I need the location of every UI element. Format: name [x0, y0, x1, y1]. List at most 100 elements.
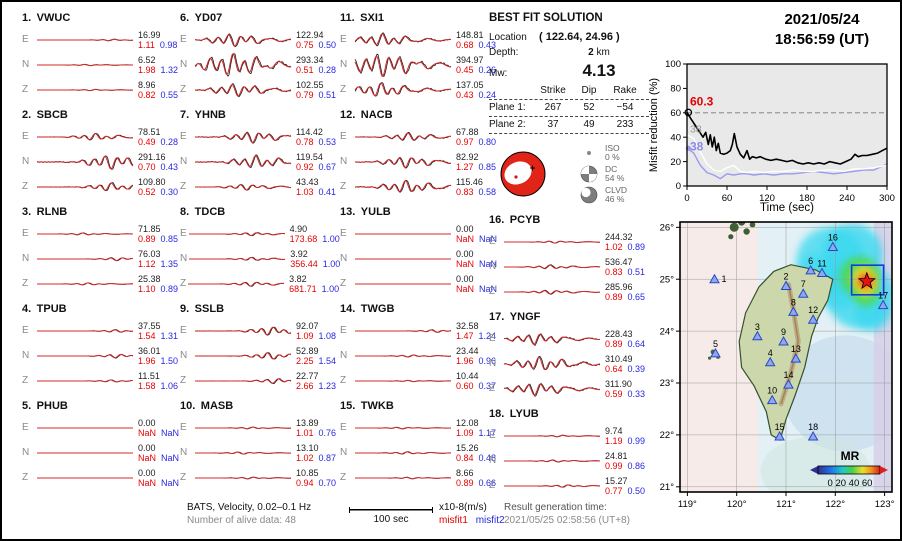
- svg-text:119°: 119°: [678, 499, 697, 510]
- waveform-row: E 114.42 0.78 0.53: [180, 124, 338, 149]
- amplitude-value: 0.00: [456, 273, 474, 284]
- station-title: 10. MASB: [180, 400, 234, 412]
- amplitude-value: 10.85: [296, 467, 319, 478]
- waveform-trace: [36, 328, 134, 333]
- channel-label: Z: [489, 286, 496, 297]
- svg-text:240: 240: [839, 193, 855, 204]
- station-marker-label: 15: [775, 422, 785, 432]
- waveform-row: Z 10.44 0.60 0.37: [340, 368, 498, 393]
- misfit-values: 173.68 1.00: [290, 234, 340, 244]
- waveform-values: 43.43 1.03 0.41: [296, 177, 336, 197]
- station-column-2: 6. YD07 E 122.94 0.75 0.50 N 293.34 0.51 0.28 Z 10…: [180, 10, 340, 495]
- station-marker: [805, 264, 816, 275]
- misfit2-value: 0.30: [160, 186, 179, 197]
- amplitude-value: 10.44: [456, 370, 479, 381]
- channel-label: Z: [180, 375, 187, 386]
- misfit-values: 0.89 0.85: [138, 234, 178, 244]
- waveform-values: 4.90 173.68 1.00: [290, 224, 340, 244]
- event-date: 2021/05/24: [784, 11, 860, 28]
- station-marker-label: 3: [755, 322, 760, 332]
- waveform-row: Z 102.55 0.79 0.51: [180, 77, 338, 102]
- misfit2-value: 0.80: [478, 136, 497, 147]
- misfit-values: 1.11 0.98: [138, 40, 177, 50]
- amplitude-value: 3.82: [289, 273, 307, 284]
- station-title: 9. SSLB: [180, 303, 225, 315]
- misfit1-value: 1.47: [456, 330, 474, 341]
- waveform-trace: [36, 256, 134, 261]
- amplitude-value: 228.43: [605, 328, 633, 339]
- amplitude-value: 122.94: [296, 29, 324, 40]
- waveform-values: 394.97 0.45 0.26: [456, 55, 496, 75]
- waveform-trace: [354, 156, 452, 169]
- waveform-values: 67.88 0.97 0.80: [456, 127, 496, 147]
- station-block: 6. YD07 E 122.94 0.75 0.50 N 293.34 0.51 0.28 Z 10…: [180, 10, 338, 107]
- amplitude-value: 291.16: [138, 151, 166, 162]
- misfit2-value: 0.48: [478, 452, 497, 463]
- amplitude-value: 244.32: [605, 231, 633, 242]
- waveform-row: E 122.94 0.75 0.50: [180, 27, 338, 52]
- misfit1-value: 0.43: [456, 89, 474, 100]
- epicenter-box: [850, 264, 885, 296]
- misfit-values: 0.75 0.50: [296, 40, 336, 50]
- station-title: 17. YNGF: [489, 311, 541, 323]
- misfit-values: 0.78 0.53: [296, 137, 336, 147]
- waveform-row: Z 3.82 681.71 1.00: [180, 271, 339, 296]
- misfit2-value: 0.65: [627, 291, 646, 302]
- waveform-trace: [37, 181, 134, 191]
- iso-icon: [587, 150, 591, 155]
- waveform-trace: [503, 458, 601, 463]
- misfit2-value: 0.86: [627, 460, 646, 471]
- station-block: 4. TPUB E 37.55 1.54 1.31 N 36.01 1.96 1.50 Z 11.5…: [22, 301, 180, 398]
- waveform-row: N 36.01 1.96 1.50: [22, 343, 180, 368]
- scalebar-line: [349, 507, 433, 513]
- misfit1-legend: misfit1: [439, 515, 468, 526]
- waveform-values: 32.58 1.47 1.24: [456, 321, 496, 341]
- misfit-values: 0.52 0.30: [138, 187, 178, 197]
- footer-result-time: Result generation time: 2021/05/25 02:58…: [504, 501, 630, 527]
- station-block: 17. YNGF E 228.43 0.89 0.64 N 310.49 0.64 0.39 Z 3…: [489, 309, 647, 406]
- misfit1-value: NaN: [456, 233, 475, 244]
- waveform-values: 92.07 1.09 1.08: [296, 321, 336, 341]
- misfit2-value: 0.87: [318, 452, 337, 463]
- misfit2-value: 1.31: [160, 330, 179, 341]
- station-marker: [797, 288, 809, 298]
- waveform-row: N 3.92 356.44 1.00: [180, 246, 340, 271]
- waveform-trace: [194, 130, 292, 144]
- misfit-values: NaN NaN: [456, 234, 497, 244]
- svg-text:100: 100: [665, 59, 681, 70]
- amplitude-value: 0.00: [456, 223, 474, 234]
- waveform-trace: [194, 82, 292, 97]
- waveform-values: 13.10 1.02 0.87: [296, 443, 336, 463]
- waveform-row: N 15.26 0.84 0.48: [340, 440, 498, 465]
- misfit1-value: 0.84: [456, 452, 474, 463]
- misfit-values: 0.70 0.43: [138, 162, 178, 172]
- svg-text:60.3: 60.3: [690, 94, 714, 108]
- amplitude-value: 293.34: [296, 54, 324, 65]
- waveform-trace: [354, 353, 451, 358]
- waveform-trace: [37, 154, 134, 170]
- misfit2-value: 0.67: [318, 161, 337, 172]
- misfit2-value: 0.70: [318, 477, 337, 488]
- misfit-values: 0.60 0.37: [456, 381, 496, 391]
- channel-label: Z: [180, 181, 187, 192]
- waveform-values: 78.51 0.49 0.28: [138, 127, 178, 147]
- misfit2-value: NaN: [161, 427, 180, 438]
- station-marker-label: 2: [783, 271, 788, 281]
- amplitude-value: 394.97: [456, 54, 484, 65]
- amplitude-value: 285.96: [605, 281, 633, 292]
- misfit1-value: 1.09: [456, 427, 474, 438]
- waveform-values: 0.00 NaN NaN: [456, 249, 497, 269]
- amplitude-value: 13.89: [296, 417, 319, 428]
- waveform-values: 12.08 1.09 1.17: [456, 418, 496, 438]
- waveform-row: Z 285.96 0.89 0.65: [489, 279, 647, 304]
- misfit-values: 1.09 1.08: [296, 331, 336, 341]
- station-block: 9. SSLB E 92.07 1.09 1.08 N 52.89 2.25 1.54 Z 22.7…: [180, 301, 338, 398]
- misfit2-value: 1.00: [322, 233, 340, 244]
- data-description: BATS, Velocity, 0.02–0.1 Hz: [187, 502, 312, 513]
- misfit-values: 1.10 0.89: [138, 284, 178, 294]
- station-title: 1. VWUC: [22, 12, 71, 24]
- waveform-row: N 52.89 2.25 1.54: [180, 343, 338, 368]
- channel-label: N: [340, 350, 348, 361]
- station-block: 12. NACB E 67.88 0.97 0.80 N 82.92 1.27 0.85 Z 115…: [340, 107, 498, 204]
- svg-text:121°: 121°: [776, 499, 796, 510]
